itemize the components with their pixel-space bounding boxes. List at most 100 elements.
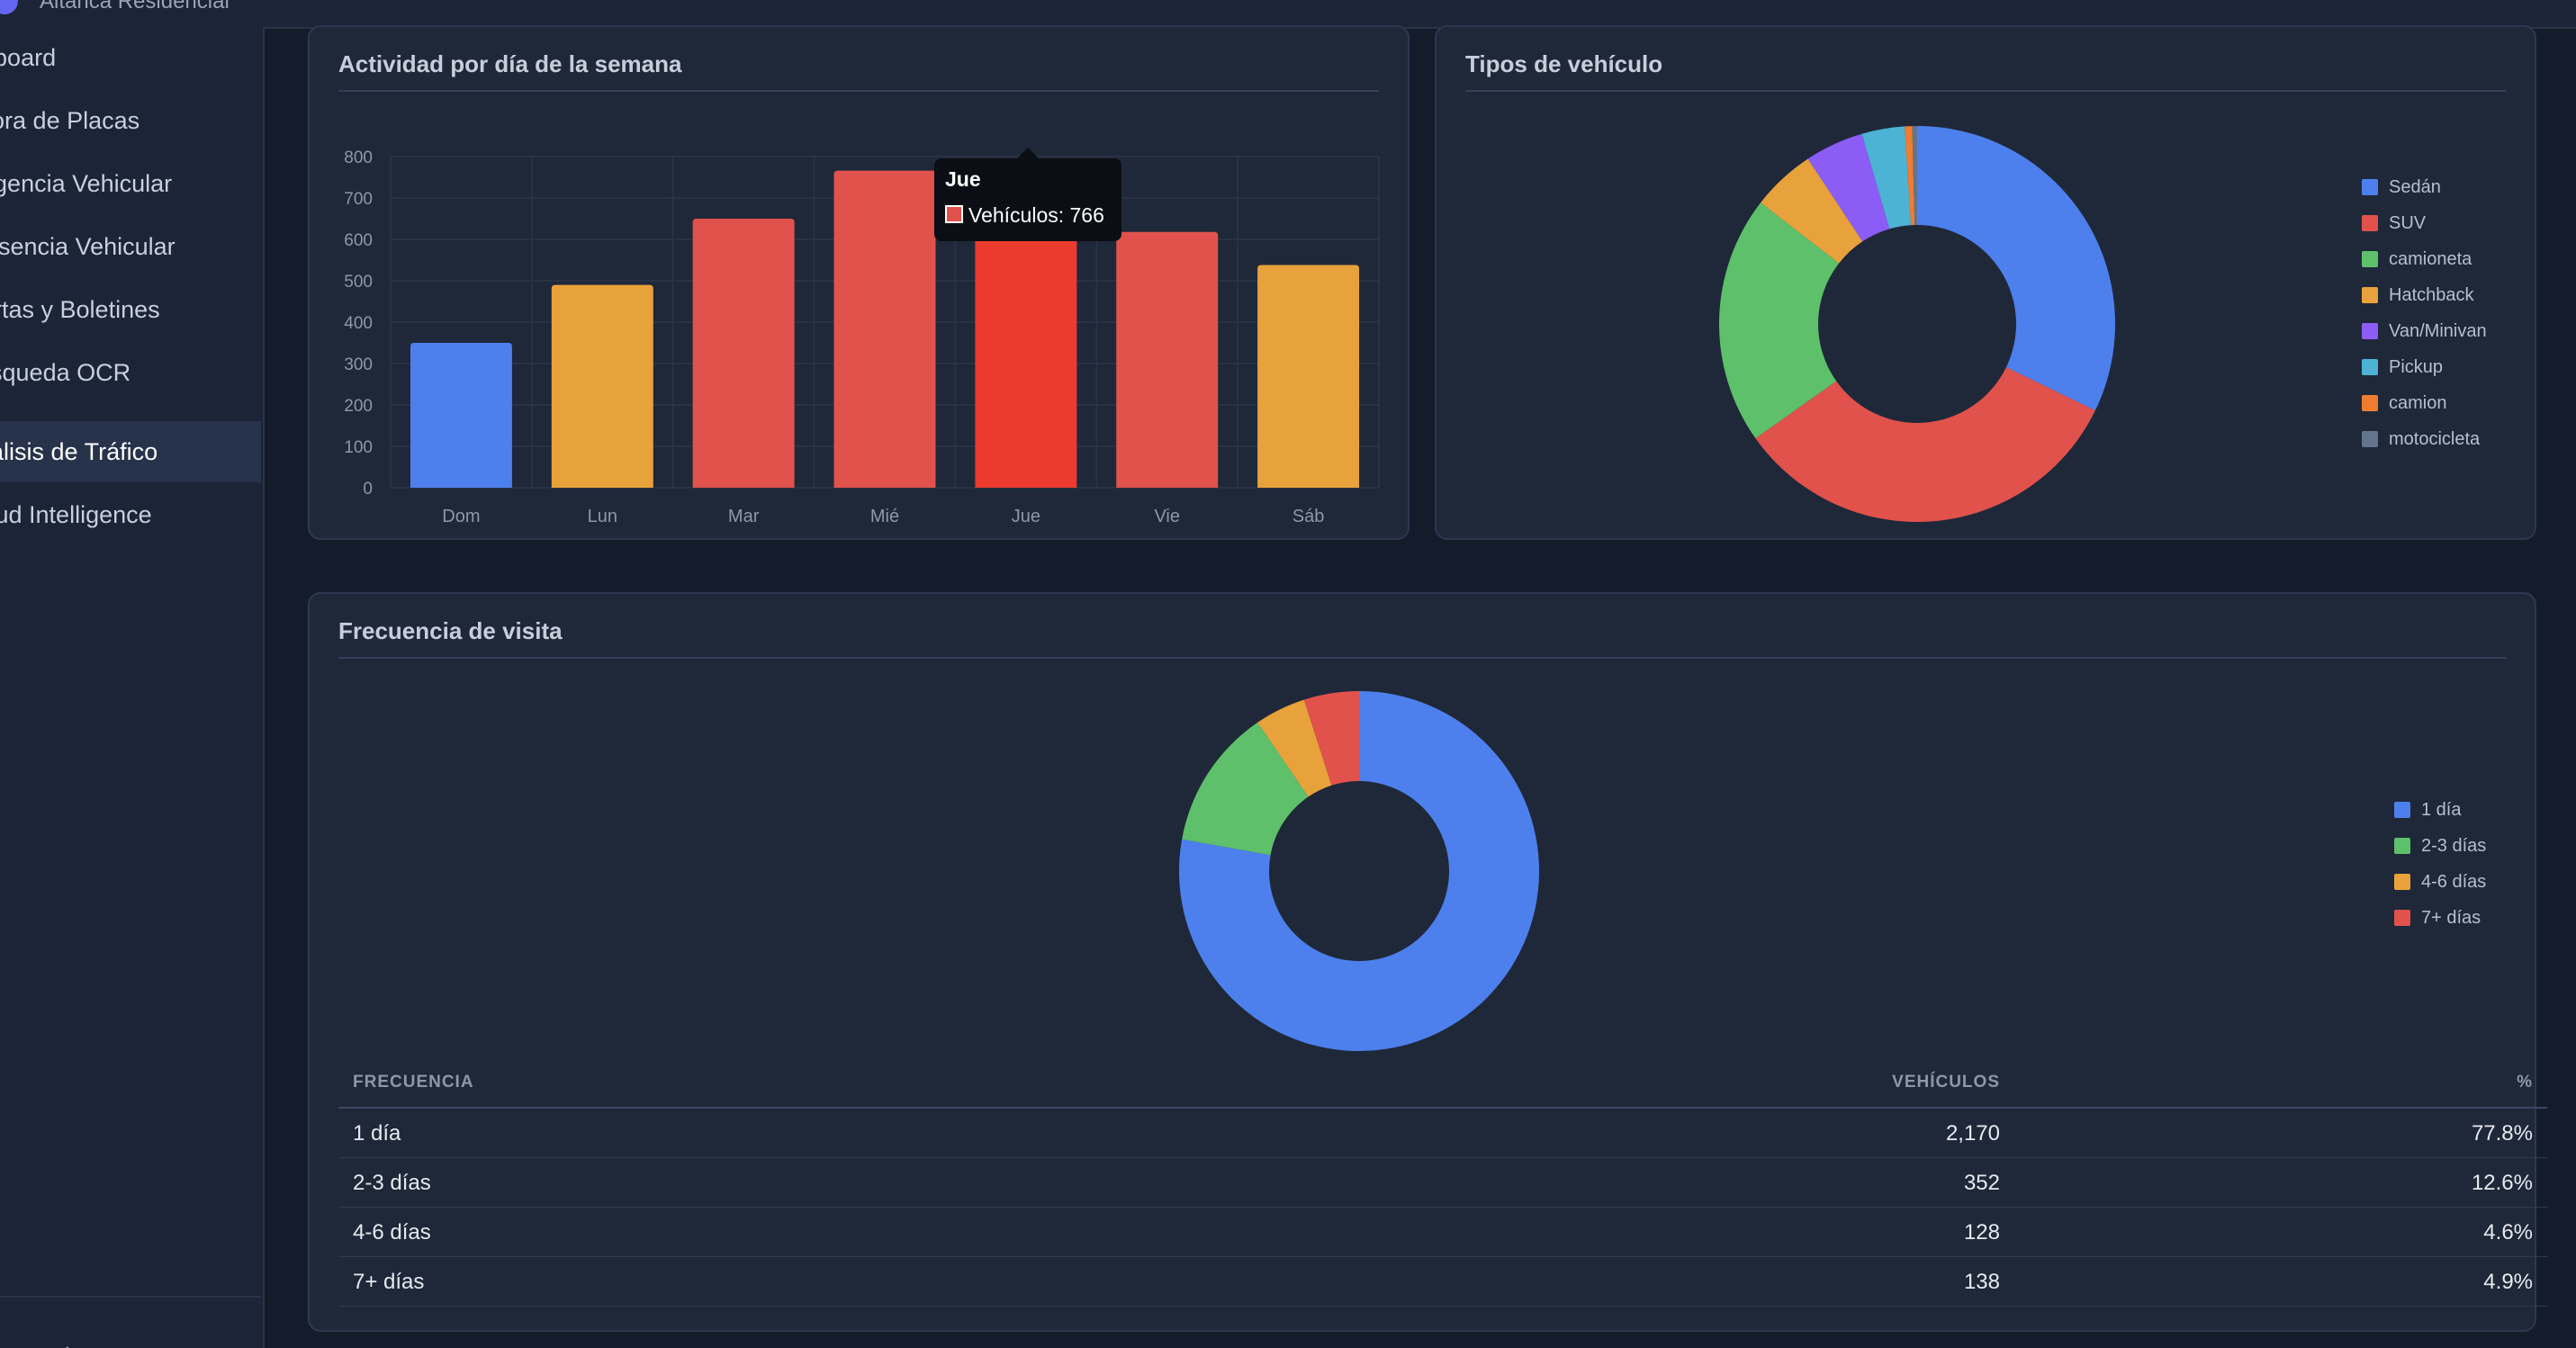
legend-swatch xyxy=(2362,215,2378,231)
slice-7+ días[interactable] xyxy=(1303,691,1359,786)
collapse-sidebar-button[interactable] xyxy=(52,1344,76,1348)
tooltip-value: Vehículos: 766 xyxy=(968,203,1104,227)
sidebar-item-fraud[interactable]: Fraud Intelligence xyxy=(0,484,261,545)
sidebar-item-inteligencia[interactable]: Inteligencia Vehicular xyxy=(0,153,261,214)
bar-Lun[interactable] xyxy=(551,284,653,488)
legend-label: 2-3 días xyxy=(2421,835,2487,856)
weekday-bar-chart: 0 100 200 300 400 500 600 700 800 Dom Lun Mar Mié Jue… xyxy=(344,148,1380,526)
y-tick-label: 600 xyxy=(344,231,373,250)
legend-item[interactable]: Van/Minivan xyxy=(2362,313,2487,349)
sidebar-item-busqueda[interactable]: Búsqueda OCR xyxy=(0,342,261,403)
slice-Sedán[interactable] xyxy=(1917,126,2115,411)
legend-label: motocicleta xyxy=(2389,428,2481,449)
cell-vehicles: 2,170 xyxy=(1945,1121,2000,1146)
legend-label: Van/Minivan xyxy=(2389,320,2487,341)
legend-item[interactable]: motocicleta xyxy=(2362,421,2487,457)
sidebar-item-label: Dashboard xyxy=(0,44,57,71)
table-header: FRECUENCIA VEHÍCULOS % xyxy=(338,1056,2547,1109)
weekday-activity-panel: Actividad por día de la semana 0 100 200 30… xyxy=(308,25,1410,540)
legend-label: 7+ días xyxy=(2421,907,2481,928)
sidebar-item-label: Presencia Vehicular xyxy=(0,233,176,260)
x-tick-label: Sáb xyxy=(1293,507,1325,526)
slice-camioneta[interactable] xyxy=(1719,202,1840,439)
legend-label: SUV xyxy=(2389,212,2427,233)
legend-label: Sedán xyxy=(2389,176,2441,197)
slice-4-6 días[interactable] xyxy=(1257,699,1332,797)
x-tick-label: Mié xyxy=(870,507,899,526)
chevron-left-icon xyxy=(65,1346,69,1348)
sidebar-item-label: Bitácora de Placas xyxy=(0,107,140,134)
legend-item[interactable]: 7+ días xyxy=(2394,900,2486,936)
sidebar-item-bitacora[interactable]: Bitácora de Placas xyxy=(0,90,261,151)
cell-vehicles: 138 xyxy=(1963,1270,2000,1294)
column-header-vehicles: VEHÍCULOS xyxy=(1892,1073,2000,1092)
legend-swatch xyxy=(2394,802,2410,818)
vehicle-types-donut xyxy=(1719,126,2115,522)
legend-label: Pickup xyxy=(2389,356,2444,377)
legend-label: 1 día xyxy=(2421,799,2462,820)
sidebar-item-analisis-trafico[interactable]: Análisis de Tráfico xyxy=(0,421,261,482)
table-row: 4-6 días 128 4.6% xyxy=(338,1208,2547,1257)
bar-Sáb[interactable] xyxy=(1257,265,1360,488)
legend-item[interactable]: Sedán xyxy=(2362,169,2487,205)
sidebar-item-label: Inteligencia Vehicular xyxy=(0,170,173,197)
bar-Dom[interactable] xyxy=(410,343,512,488)
slice-Hatchback[interactable] xyxy=(1761,158,1863,264)
vehicle-panel-title: Tipos de vehículo xyxy=(1465,50,1663,77)
legend-item[interactable]: SUV xyxy=(2362,205,2487,241)
cell-percent: 12.6% xyxy=(2471,1171,2533,1195)
sidebar-item-alertas[interactable]: Alertas y Boletines xyxy=(0,279,261,340)
cell-frequency: 1 día xyxy=(353,1121,401,1146)
column-header-percent: % xyxy=(2517,1073,2533,1092)
legend-swatch xyxy=(2394,838,2410,854)
legend-item[interactable]: 4-6 días xyxy=(2394,864,2486,900)
legend-item[interactable]: 1 día xyxy=(2394,792,2486,828)
slice-SUV[interactable] xyxy=(1755,367,2095,522)
bar-Mié[interactable] xyxy=(833,170,936,488)
slice-Van/Minivan[interactable] xyxy=(1807,133,1890,242)
sidebar-item-label: Alertas y Boletines xyxy=(0,296,160,323)
vehicle-types-legend: Sedán SUV camioneta Hatchback Van/Minivan Pic… xyxy=(2362,169,2487,457)
legend-swatch xyxy=(2394,910,2410,926)
table-row: 2-3 días 352 12.6% xyxy=(338,1158,2547,1208)
legend-item[interactable]: camion xyxy=(2362,385,2487,421)
bar-Vie[interactable] xyxy=(1116,231,1219,488)
frequency-panel-title: Frecuencia de visita xyxy=(338,617,563,644)
legend-swatch xyxy=(2362,323,2378,339)
x-tick-label: Jue xyxy=(1012,507,1040,526)
y-tick-label: 800 xyxy=(344,148,373,167)
legend-item[interactable]: Pickup xyxy=(2362,349,2487,385)
legend-swatch xyxy=(2362,287,2378,303)
weekday-panel-title: Actividad por día de la semana xyxy=(338,50,682,77)
legend-label: Hatchback xyxy=(2389,284,2474,305)
x-tick-label: Mar xyxy=(728,507,760,526)
cell-vehicles: 128 xyxy=(1963,1220,2000,1245)
cell-frequency: 7+ días xyxy=(353,1270,425,1294)
sidebar-item-presencia[interactable]: Presencia Vehicular xyxy=(0,216,261,277)
legend-item[interactable]: Hatchback xyxy=(2362,277,2487,313)
tooltip-arrow xyxy=(1017,148,1039,158)
slice-2-3 días[interactable] xyxy=(1182,722,1309,856)
cell-vehicles: 352 xyxy=(1963,1171,2000,1195)
vehicle-types-panel: Tipos de vehículo Sedán SUV camioneta Hatch… xyxy=(1435,25,2536,540)
y-tick-label: 0 xyxy=(363,480,373,499)
panel-divider xyxy=(338,90,1379,92)
bar-Mar[interactable] xyxy=(692,219,795,488)
cell-frequency: 2-3 días xyxy=(353,1171,431,1195)
legend-swatch xyxy=(2362,431,2378,447)
sidebar-item-label: Fraud Intelligence xyxy=(0,501,152,528)
sidebar-item-dashboard[interactable]: Dashboard xyxy=(0,27,261,88)
legend-swatch xyxy=(2362,359,2378,375)
x-tick-label: Vie xyxy=(1154,507,1180,526)
slice-1 día[interactable] xyxy=(1179,691,1539,1051)
y-tick-label: 400 xyxy=(344,314,373,333)
legend-item[interactable]: camioneta xyxy=(2362,241,2487,277)
slice-camion[interactable] xyxy=(1905,126,1915,226)
legend-swatch xyxy=(2362,179,2378,195)
slice-Pickup[interactable] xyxy=(1861,126,1912,229)
slice-motocicleta[interactable] xyxy=(1912,126,1917,226)
bar-Jue[interactable] xyxy=(975,170,1077,488)
sidebar-item-label: Búsqueda OCR xyxy=(0,359,131,386)
y-tick-label: 200 xyxy=(344,397,373,416)
legend-item[interactable]: 2-3 días xyxy=(2394,828,2486,864)
